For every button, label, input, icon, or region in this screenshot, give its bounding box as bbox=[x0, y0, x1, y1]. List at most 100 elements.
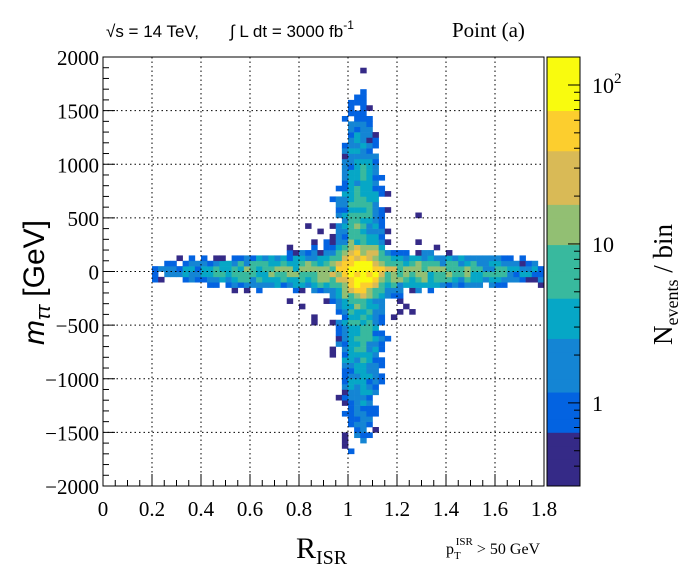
heatmap-cell bbox=[384, 292, 392, 299]
heatmap-cell bbox=[207, 282, 214, 288]
heatmap-cell bbox=[446, 276, 453, 283]
heatmap-cell bbox=[311, 282, 318, 288]
heatmap-cell bbox=[274, 255, 281, 262]
heatmap-cell bbox=[348, 271, 355, 278]
heatmap-cell bbox=[525, 266, 533, 272]
heatmap-cell bbox=[311, 314, 318, 321]
heatmap-cell bbox=[170, 266, 177, 272]
heatmap-cell bbox=[158, 276, 165, 283]
heatmap-cell bbox=[348, 292, 355, 299]
heatmap-cell bbox=[341, 314, 349, 321]
heatmap-cell bbox=[194, 260, 202, 267]
heatmap-cell bbox=[360, 437, 367, 444]
heatmap-cell bbox=[507, 260, 514, 267]
heatmap-cell bbox=[341, 325, 349, 331]
heatmap-cell bbox=[152, 271, 159, 278]
heatmap-cell bbox=[397, 255, 404, 262]
heatmap-cell bbox=[243, 276, 251, 283]
heatmap-cell bbox=[354, 400, 361, 406]
heatmap-cell bbox=[464, 276, 471, 283]
heatmap-cell bbox=[439, 260, 447, 267]
heatmap-cell bbox=[305, 282, 312, 288]
heatmap-cell bbox=[378, 260, 386, 267]
heatmap-cell bbox=[341, 174, 349, 181]
heatmap-cell bbox=[415, 271, 422, 278]
color-scale-step bbox=[547, 177, 580, 192]
heatmap-cell bbox=[360, 121, 367, 128]
heatmap-cell bbox=[311, 255, 318, 262]
z-tick-label-exp: 2 bbox=[614, 71, 622, 87]
heatmap-cell bbox=[513, 260, 520, 267]
heatmap-cell bbox=[452, 266, 459, 272]
heatmap-cell bbox=[372, 325, 379, 331]
heatmap-cell bbox=[360, 432, 367, 439]
x-tick-label: 1.4 bbox=[433, 497, 460, 521]
heatmap-cell bbox=[366, 164, 373, 170]
heatmap-cell bbox=[384, 335, 392, 342]
heatmap-cell bbox=[384, 282, 392, 288]
heatmap-cell bbox=[366, 185, 373, 192]
heatmap-cell bbox=[354, 271, 361, 278]
heatmap-cell bbox=[378, 330, 386, 337]
heatmap-cell bbox=[335, 276, 343, 283]
heatmap-cell bbox=[341, 239, 349, 245]
heatmap-cell bbox=[372, 158, 379, 165]
heatmap-cell bbox=[299, 303, 306, 310]
heatmap-cell bbox=[378, 191, 386, 197]
heatmap-cell bbox=[219, 255, 226, 262]
heatmap-cell bbox=[256, 271, 263, 278]
heatmap-cell bbox=[360, 309, 367, 315]
heatmap-cell bbox=[390, 314, 398, 321]
heatmap-cell bbox=[250, 271, 257, 278]
heatmap-cell bbox=[201, 266, 208, 272]
heatmap-cell bbox=[360, 137, 367, 144]
heatmap-cell bbox=[274, 266, 281, 272]
heatmap-cell bbox=[403, 266, 410, 272]
heatmap-cell bbox=[341, 207, 349, 213]
heatmap-cell bbox=[360, 228, 367, 235]
heatmap-cell bbox=[488, 266, 496, 272]
heatmap-cell bbox=[360, 266, 367, 272]
heatmap-cell bbox=[256, 260, 263, 267]
heatmap-cell bbox=[341, 180, 349, 186]
heatmap-cell bbox=[207, 266, 214, 272]
heatmap-cell bbox=[458, 255, 465, 262]
heatmap-cell bbox=[231, 255, 239, 262]
x-tick-label: 0.4 bbox=[188, 497, 215, 521]
heatmap-cell bbox=[378, 276, 386, 283]
y-axis: 2000 1500 1000 500 0 −500 −1000 −1500 −2000 bbox=[45, 46, 115, 499]
heatmap-cell bbox=[164, 271, 171, 278]
heatmap-cell bbox=[329, 223, 337, 229]
heatmap-cell bbox=[384, 228, 392, 235]
heatmap-cell bbox=[458, 282, 465, 288]
heatmap-cell bbox=[354, 314, 361, 321]
heatmap-cell bbox=[341, 400, 349, 406]
heatmap-cell bbox=[482, 271, 490, 278]
heatmap-cell bbox=[286, 244, 294, 251]
heatmap-cell bbox=[292, 282, 300, 288]
heatmap-cell bbox=[470, 255, 477, 262]
heatmap-cell bbox=[341, 389, 349, 396]
heatmap-cell bbox=[280, 282, 288, 288]
heatmap-cell bbox=[452, 260, 459, 267]
heatmap-cell bbox=[452, 255, 459, 262]
heatmap-cell bbox=[360, 233, 367, 240]
heatmap-cell bbox=[495, 260, 502, 267]
heatmap-cell bbox=[409, 271, 416, 278]
heatmap-cell bbox=[403, 260, 410, 267]
heatmap-cell bbox=[299, 287, 306, 294]
heatmap-cell bbox=[341, 282, 349, 288]
heatmap-cell bbox=[243, 282, 251, 288]
heatmap-cell bbox=[372, 137, 379, 144]
heatmap-cell bbox=[531, 266, 539, 272]
color-scale-step bbox=[547, 459, 580, 473]
heatmap-cell bbox=[341, 217, 349, 224]
heatmap-cell bbox=[348, 335, 355, 342]
heatmap-cell bbox=[335, 201, 343, 208]
heatmap-cell bbox=[335, 239, 343, 245]
heatmap-cell bbox=[354, 255, 361, 262]
heatmap-cell bbox=[372, 378, 379, 385]
heatmap-cell bbox=[335, 319, 343, 326]
heatmap-cell bbox=[311, 250, 318, 256]
heatmap-cell bbox=[231, 282, 239, 288]
